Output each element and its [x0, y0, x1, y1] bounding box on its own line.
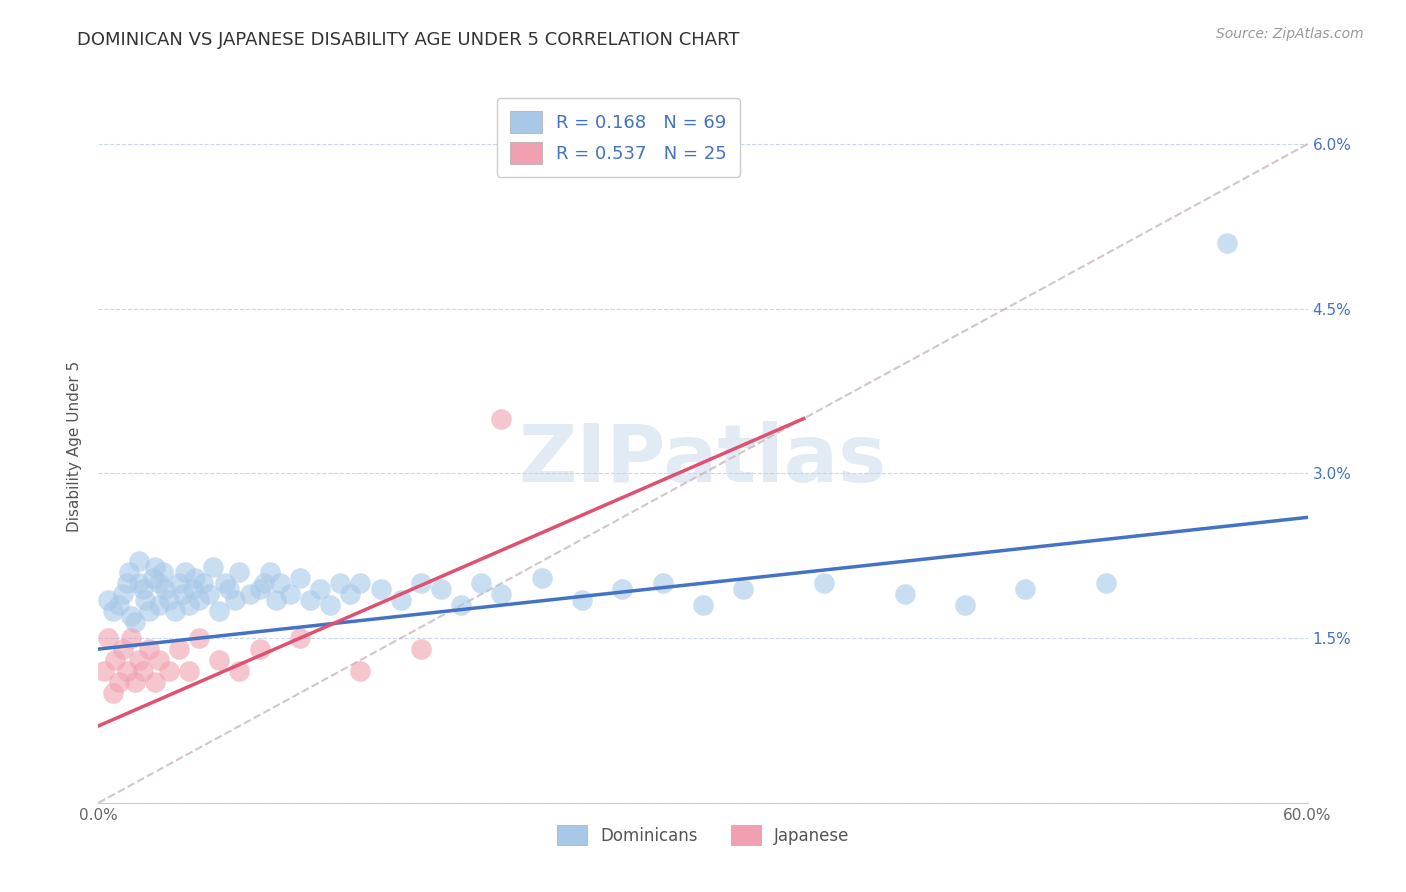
- Point: [269, 576, 291, 591]
- Point: [349, 664, 371, 678]
- Point: [249, 642, 271, 657]
- Point: [143, 559, 166, 574]
- Point: [111, 587, 134, 601]
- Point: [107, 598, 129, 612]
- Point: [184, 571, 207, 585]
- Point: [143, 675, 166, 690]
- Point: [132, 582, 155, 596]
- Point: [1216, 235, 1239, 250]
- Point: [612, 582, 634, 596]
- Point: [651, 576, 673, 591]
- Point: [214, 576, 236, 591]
- Point: [153, 582, 176, 596]
- Point: [142, 571, 165, 585]
- Text: Source: ZipAtlas.com: Source: ZipAtlas.com: [1216, 27, 1364, 41]
- Point: [138, 642, 160, 657]
- Point: [491, 587, 513, 601]
- Point: [179, 664, 201, 678]
- Point: [124, 615, 146, 629]
- Point: [128, 554, 150, 568]
- Point: [128, 576, 150, 591]
- Point: [172, 587, 194, 601]
- Point: [120, 631, 142, 645]
- Point: [103, 653, 125, 667]
- Point: [813, 576, 835, 591]
- Point: [93, 664, 115, 678]
- Point: [389, 592, 412, 607]
- Point: [120, 609, 142, 624]
- Point: [239, 587, 262, 601]
- Point: [339, 587, 361, 601]
- Point: [224, 592, 246, 607]
- Point: [193, 576, 215, 591]
- Point: [953, 598, 976, 612]
- Point: [152, 566, 174, 580]
- Point: [111, 642, 134, 657]
- Point: [188, 631, 211, 645]
- Point: [202, 559, 225, 574]
- Point: [179, 598, 201, 612]
- Point: [101, 686, 124, 700]
- Point: [198, 587, 221, 601]
- Point: [148, 598, 170, 612]
- Point: [349, 576, 371, 591]
- Point: [530, 571, 553, 585]
- Y-axis label: Disability Age Under 5: Disability Age Under 5: [67, 360, 83, 532]
- Point: [107, 675, 129, 690]
- Point: [163, 604, 186, 618]
- Point: [97, 631, 120, 645]
- Point: [101, 604, 124, 618]
- Point: [370, 582, 392, 596]
- Text: ZIPatlas: ZIPatlas: [519, 421, 887, 500]
- Point: [132, 664, 155, 678]
- Point: [409, 576, 432, 591]
- Point: [134, 592, 156, 607]
- Point: [249, 582, 271, 596]
- Point: [228, 664, 250, 678]
- Point: [218, 582, 240, 596]
- Point: [128, 653, 150, 667]
- Point: [470, 576, 492, 591]
- Point: [299, 592, 322, 607]
- Point: [278, 587, 301, 601]
- Point: [893, 587, 915, 601]
- Point: [309, 582, 332, 596]
- Point: [167, 576, 190, 591]
- Point: [733, 582, 755, 596]
- Point: [571, 592, 593, 607]
- Point: [259, 566, 281, 580]
- Point: [288, 571, 311, 585]
- Point: [157, 664, 180, 678]
- Point: [138, 604, 160, 618]
- Point: [118, 566, 141, 580]
- Point: [167, 642, 190, 657]
- Point: [148, 653, 170, 667]
- Point: [692, 598, 714, 612]
- Text: DOMINICAN VS JAPANESE DISABILITY AGE UNDER 5 CORRELATION CHART: DOMINICAN VS JAPANESE DISABILITY AGE UND…: [77, 31, 740, 49]
- Point: [115, 664, 138, 678]
- Point: [264, 592, 287, 607]
- Point: [208, 604, 231, 618]
- Point: [188, 592, 211, 607]
- Point: [228, 566, 250, 580]
- Legend: Dominicans, Japanese: Dominicans, Japanese: [543, 812, 863, 859]
- Point: [1095, 576, 1118, 591]
- Point: [97, 592, 120, 607]
- Point: [430, 582, 453, 596]
- Point: [174, 566, 197, 580]
- Point: [157, 592, 180, 607]
- Point: [1014, 582, 1036, 596]
- Point: [115, 576, 138, 591]
- Point: [329, 576, 352, 591]
- Point: [253, 576, 276, 591]
- Point: [491, 411, 513, 425]
- Point: [288, 631, 311, 645]
- Point: [409, 642, 432, 657]
- Point: [208, 653, 231, 667]
- Point: [319, 598, 342, 612]
- Point: [124, 675, 146, 690]
- Point: [148, 576, 170, 591]
- Point: [181, 582, 204, 596]
- Point: [450, 598, 472, 612]
